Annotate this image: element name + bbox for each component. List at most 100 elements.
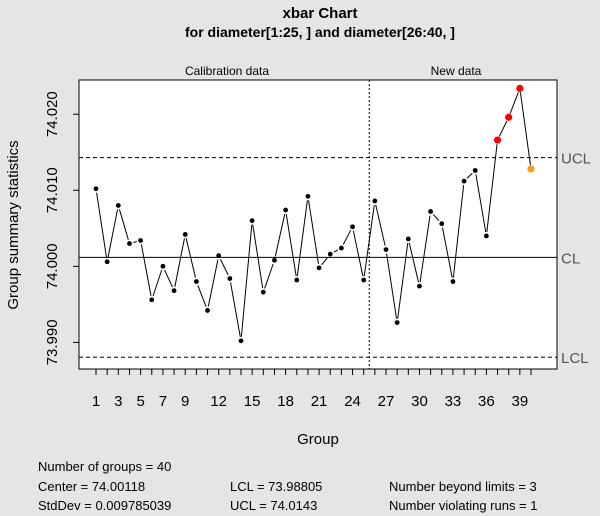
x-tick-label: 18 — [277, 393, 294, 410]
series-segment — [519, 92, 531, 166]
data-point — [461, 178, 467, 184]
data-point — [338, 245, 344, 251]
data-point — [327, 251, 333, 257]
stat-stddev: StdDev = 0.009785039 — [38, 498, 172, 513]
series-segment — [509, 91, 519, 114]
series-segment — [185, 238, 196, 278]
plot-area — [78, 79, 558, 370]
control-label-ucl: UCL — [561, 151, 591, 168]
stat-beyond-limits: Number beyond limits = 3 — [389, 479, 537, 494]
data-point — [493, 136, 502, 144]
series-segment — [230, 282, 241, 338]
series-segment — [285, 213, 297, 277]
series-segment — [498, 120, 508, 137]
series-segment — [274, 213, 286, 257]
series-segment — [452, 185, 465, 278]
data-point — [383, 247, 389, 252]
data-point — [361, 277, 367, 283]
data-point — [160, 263, 166, 269]
x-tick-label: 1 — [92, 393, 100, 410]
stat-center: Center = 74.00118 — [38, 479, 146, 494]
x-tick-label: 33 — [445, 393, 462, 410]
series-segment — [296, 200, 308, 277]
x-tick-label: 3 — [114, 393, 122, 410]
data-point — [272, 257, 277, 263]
data-point — [238, 338, 244, 344]
data-point — [527, 165, 535, 173]
series-segment — [252, 224, 264, 289]
data-point — [294, 277, 300, 283]
data-point — [483, 233, 489, 239]
y-tick-label: 74.010 — [44, 167, 61, 213]
data-point — [149, 297, 155, 303]
series-segment — [352, 230, 364, 277]
stat-violating-runs: Number violating runs = 1 — [389, 498, 538, 513]
data-point — [516, 84, 524, 92]
series-segment — [333, 249, 339, 253]
x-tick-label: 5 — [136, 393, 144, 410]
data-point — [417, 283, 422, 289]
data-point — [138, 238, 144, 243]
series-segment — [96, 192, 108, 258]
x-tick-label: 36 — [478, 393, 495, 410]
series-segment — [375, 204, 386, 246]
data-point — [205, 308, 210, 313]
data-point — [283, 207, 289, 213]
x-tick-label: 7 — [159, 393, 167, 410]
data-point — [171, 288, 177, 294]
y-tick-label: 74.000 — [44, 243, 61, 289]
series-segment — [408, 242, 420, 283]
series-segment — [486, 143, 498, 232]
series-segment — [363, 204, 375, 277]
series-segment — [475, 174, 487, 233]
data-point — [505, 113, 513, 121]
series-segment — [264, 263, 274, 289]
series-segment — [386, 253, 398, 319]
control-label-cl: CL — [561, 250, 580, 267]
data-point — [428, 209, 434, 214]
series-segment — [219, 259, 229, 276]
series-segment — [133, 241, 137, 243]
x-tick-label: 9 — [181, 393, 189, 410]
control-label-lcl: LCL — [561, 350, 589, 367]
data-point — [316, 265, 322, 271]
series-segment — [164, 269, 173, 288]
y-axis-label: Group summary statistics — [5, 140, 22, 309]
series-segment — [197, 285, 207, 307]
series-segment — [342, 230, 352, 245]
chart-title: xbar Chart — [282, 5, 357, 22]
series-segment — [207, 259, 219, 307]
series-segment — [321, 256, 329, 266]
data-point — [216, 253, 222, 259]
x-tick-label: 24 — [344, 393, 361, 410]
data-point — [182, 231, 188, 237]
series-segment — [397, 242, 409, 319]
x-tick-label: 39 — [512, 393, 529, 410]
y-tick-label: 74.020 — [44, 91, 61, 137]
data-point — [450, 279, 456, 284]
x-tick-label: 27 — [378, 393, 395, 410]
series-segment — [174, 238, 185, 287]
data-point — [93, 186, 99, 192]
data-point — [227, 276, 233, 281]
data-point — [405, 236, 411, 242]
phase-label-calibration: Calibration data — [185, 64, 269, 78]
data-point — [305, 193, 311, 199]
data-point — [372, 198, 378, 204]
series-segment — [419, 215, 431, 283]
y-tick-label: 73.990 — [44, 319, 61, 365]
stat-lcl: LCL = 73.98805 — [230, 479, 323, 494]
data-point — [439, 221, 445, 227]
series-segment — [107, 209, 119, 258]
x-tick-label: 12 — [210, 393, 227, 410]
series-segment — [308, 200, 319, 264]
phase-label-new-data: New data — [431, 64, 482, 78]
data-point — [350, 224, 355, 230]
series-segment — [442, 227, 453, 278]
data-point — [472, 168, 478, 173]
stat-ucl: UCL = 74.0143 — [230, 498, 318, 513]
stat-number-of-groups: Number of groups = 40 — [38, 459, 172, 474]
data-point — [249, 218, 255, 224]
data-point — [193, 279, 199, 284]
chart-subtitle: for diameter[1:25, ] and diameter[26:40,… — [185, 24, 455, 40]
